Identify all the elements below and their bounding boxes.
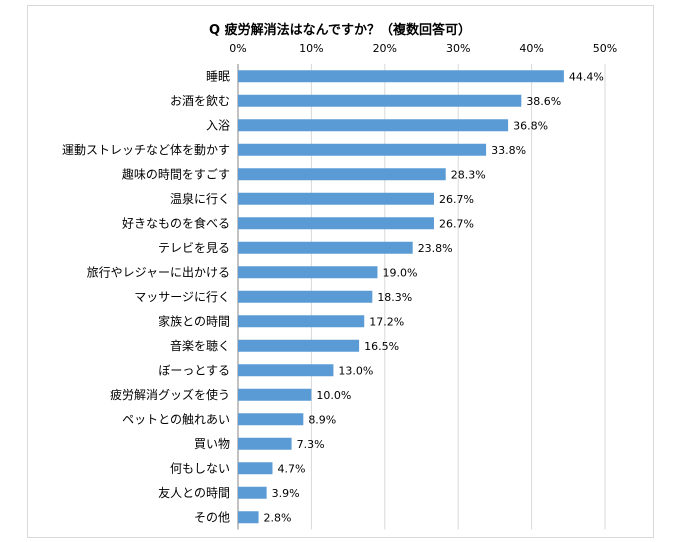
data-label: 7.3% [297,438,325,451]
data-label: 36.8% [513,119,548,132]
category-label: 趣味の時間をすごす [122,166,230,181]
category-label: 何もしない [170,461,230,475]
data-label: 28.3% [451,168,486,181]
bar [238,413,304,426]
category-label: 友人との時間 [158,486,230,500]
bar [238,437,292,450]
category-label: 入浴 [206,118,230,132]
data-label: 44.4% [569,70,604,83]
bar [238,70,564,83]
category-label: マッサージに行く [134,290,230,304]
chart-title: Q 疲労解消法はなんですか？（複数回答可） [209,23,471,38]
category-label: 運動ストレッチなど体を動かす [62,143,230,157]
data-label: 26.7% [439,217,474,230]
category-label: 音楽を聴く [170,338,230,353]
bar [238,364,334,377]
data-label: 19.0% [382,266,417,279]
bar [238,315,365,328]
bar [238,192,434,205]
bar [238,168,446,181]
bar [238,511,259,524]
data-label: 33.8% [491,144,526,157]
bar [238,388,312,401]
category-label: お酒を飲む [170,93,230,108]
x-tick-label: 30% [446,42,470,55]
category-label: 家族との時間 [158,313,230,328]
data-label: 18.3% [377,291,412,304]
category-label: 温泉に行く [170,192,230,206]
bar [238,266,378,279]
data-label: 17.2% [369,315,404,328]
bar [238,217,434,230]
category-label: 疲労解消グッズを使う [110,387,230,402]
data-label: 3.9% [272,487,300,500]
data-label: 10.0% [316,389,351,402]
category-label: ペットとの触れあい [122,412,230,426]
x-tick-label: 20% [373,42,397,55]
category-label: その他 [194,510,230,524]
category-label: 買い物 [194,437,230,451]
category-label: テレビを見る [158,241,230,255]
category-label: ぼーっとする [158,363,230,377]
data-label: 38.6% [526,95,561,108]
data-label: 26.7% [439,193,474,206]
bar [238,94,522,107]
data-label: 2.8% [264,511,292,524]
x-tick-label: 40% [519,42,543,55]
bar [238,290,373,303]
data-label: 16.5% [364,340,399,353]
x-tick-label: 0% [229,42,246,55]
category-label: 睡眠 [206,69,230,83]
bar [238,486,267,499]
x-tick-label: 50% [593,42,617,55]
data-label: 8.9% [308,413,336,426]
data-label: 23.8% [418,242,453,255]
data-label: 13.0% [338,364,373,377]
category-label: 旅行やレジャーに出かける [87,265,230,279]
x-tick-label: 10% [299,42,323,55]
bar [238,241,413,254]
bar [238,462,273,475]
bar [238,143,487,156]
bar [238,119,509,132]
bar [238,339,360,352]
data-label: 4.7% [277,462,305,475]
category-label: 好きなものを食べる [122,215,230,230]
